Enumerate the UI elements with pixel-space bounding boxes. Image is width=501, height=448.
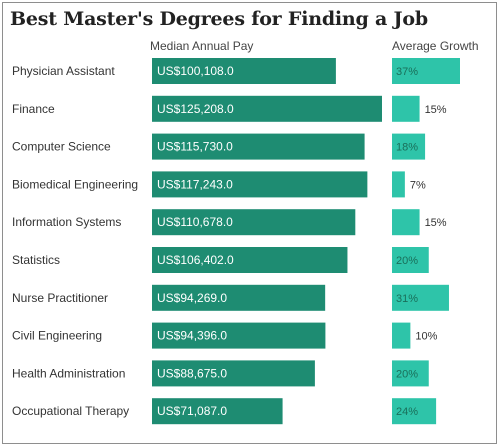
growth-value-label: 24% xyxy=(396,406,418,418)
pay-bar xyxy=(152,171,368,198)
pay-bar xyxy=(152,95,382,122)
category-label: Computer Science xyxy=(12,140,111,154)
category-label: Occupational Therapy xyxy=(12,404,129,418)
growth-bar xyxy=(392,209,420,236)
growth-bar xyxy=(392,133,426,160)
pay-value-label: US$71,087.0 xyxy=(157,404,227,418)
pay-bar xyxy=(152,247,348,273)
growth-value-label: 15% xyxy=(425,217,447,229)
growth-value-label: 20% xyxy=(396,255,418,267)
pay-value-label: US$110,678.0 xyxy=(157,215,233,229)
growth-bar xyxy=(392,284,449,311)
category-label: Health Administration xyxy=(12,366,125,380)
pay-bar xyxy=(152,398,283,425)
pay-value-label: US$88,675.0 xyxy=(157,366,227,380)
pay-column-header: Median Annual Pay xyxy=(150,39,254,53)
category-label: Information Systems xyxy=(12,215,121,229)
pay-bar xyxy=(152,322,326,349)
category-label: Biomedical Engineering xyxy=(12,177,138,191)
pay-value-label: US$115,730.0 xyxy=(157,140,233,154)
pay-bar xyxy=(152,133,365,160)
growth-value-label: 15% xyxy=(425,104,447,116)
pay-bar xyxy=(152,209,356,236)
growth-bar xyxy=(392,322,411,349)
pay-value-label: US$94,396.0 xyxy=(157,329,227,343)
category-label: Nurse Practitioner xyxy=(12,291,108,305)
pay-value-label: US$94,269.0 xyxy=(157,291,227,305)
category-label: Statistics xyxy=(12,253,60,267)
growth-bar xyxy=(392,58,460,84)
growth-column-header: Average Growth xyxy=(392,39,479,53)
growth-value-label: 18% xyxy=(396,142,418,154)
pay-value-label: US$106,402.0 xyxy=(157,253,234,267)
pay-value-label: US$117,243.0 xyxy=(157,177,233,191)
growth-bar xyxy=(392,360,429,387)
pay-bar xyxy=(152,360,315,387)
growth-value-label: 10% xyxy=(415,331,437,343)
growth-bar xyxy=(392,171,405,198)
growth-value-label: 7% xyxy=(410,179,426,191)
growth-bar xyxy=(392,95,420,122)
growth-value-label: 31% xyxy=(396,293,418,305)
pay-value-label: US$125,208.0 xyxy=(157,102,234,116)
growth-bar xyxy=(392,398,437,425)
growth-bar xyxy=(392,247,429,273)
chart-title: Best Master's Degrees for Finding a Job xyxy=(10,8,428,30)
category-label: Civil Engineering xyxy=(12,329,102,343)
growth-value-label: 37% xyxy=(396,66,418,78)
growth-value-label: 20% xyxy=(396,368,418,380)
pay-bar xyxy=(152,284,326,311)
category-label: Physician Assistant xyxy=(12,64,115,78)
pay-bar xyxy=(152,58,336,84)
category-label: Finance xyxy=(12,102,55,116)
pay-value-label: US$100,108.0 xyxy=(157,64,234,78)
